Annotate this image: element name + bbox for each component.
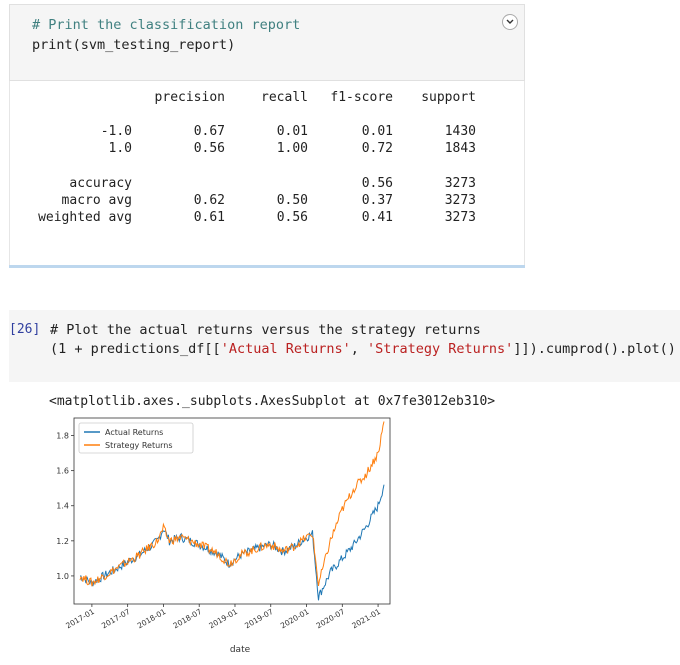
report-cell-support: 3273	[444, 176, 476, 191]
report-cell-support: 3273	[444, 210, 476, 225]
report-header-recall: recall	[261, 90, 308, 105]
report-cell-f1: 0.72	[361, 141, 393, 156]
report-cell-recall: 0.01	[276, 124, 308, 139]
x-tick-label: 2019-01	[207, 607, 239, 631]
report-row-label: 1.0	[108, 141, 132, 156]
x-tick-label: 2019-07	[243, 607, 275, 631]
x-tick-label: 2018-07	[172, 607, 204, 631]
report-cell-precision: 0.67	[193, 124, 225, 139]
report-row-label: accuracy	[69, 176, 132, 191]
y-tick-label: 1.2	[56, 537, 69, 546]
output-repr: <matplotlib.axes._subplots.AxesSubplot a…	[49, 394, 496, 409]
x-tick-label: 2018-01	[136, 607, 168, 631]
chevron-down-icon	[506, 19, 514, 24]
cell-selection-bar	[9, 265, 525, 268]
report-cell-precision: 0.56	[193, 141, 225, 156]
report-cell-f1: 0.01	[361, 124, 393, 139]
report-header-precision: precision	[154, 90, 225, 105]
report-cell-support: 1843	[444, 141, 476, 156]
execution-count: [26]	[9, 322, 41, 337]
report-header-support: support	[421, 90, 476, 105]
code-statement: print(svm_testing_report)	[32, 37, 236, 53]
x-tick-label: 2020-07	[315, 607, 347, 631]
report-cell-recall: 1.00	[276, 141, 308, 156]
x-tick-label: 2020-01	[279, 607, 311, 631]
report-cell-support: 1430	[444, 124, 476, 139]
code-cell-print-report[interactable]: # Print the classification report print(…	[9, 4, 525, 81]
x-axis-label: date	[230, 645, 251, 655]
x-tick-label: 2017-07	[100, 607, 132, 631]
x-tick-label: 2017-01	[64, 607, 96, 631]
report-cell-f1: 0.56	[361, 176, 393, 191]
report-row-label: weighted avg	[38, 210, 132, 225]
y-tick-label: 1.4	[56, 502, 69, 511]
returns-line-chart: 1.01.21.41.61.8 2017-01 2017-07 2018-01 201…	[56, 417, 391, 655]
report-cell-precision: 0.62	[193, 193, 225, 208]
report-cell-f1: 0.37	[361, 193, 393, 208]
report-cell-support: 3273	[444, 193, 476, 208]
y-tick-label: 1.8	[56, 432, 69, 441]
report-cell-recall: 0.56	[276, 210, 308, 225]
code-comment: # Print the classification report	[32, 17, 301, 33]
series-line-strategy-returns	[79, 421, 385, 587]
report-cell-precision: 0.61	[193, 210, 225, 225]
collapse-toggle-button[interactable]	[502, 14, 518, 30]
report-row-label: macro avg	[61, 193, 132, 208]
y-tick-label: 1.0	[56, 572, 69, 581]
code-cell-plot-returns[interactable]: [26] # Plot the actual returns versus th…	[9, 310, 680, 382]
legend-label: Actual Returns	[105, 428, 163, 437]
report-row-label: -1.0	[100, 124, 132, 139]
report-cell-recall: 0.50	[276, 193, 308, 208]
legend-box	[78, 422, 194, 454]
report-header-f1: f1-score	[330, 90, 393, 105]
legend-label: Strategy Returns	[105, 441, 173, 450]
x-tick-label: 2021-01	[350, 607, 382, 631]
report-output: precision recall f1-score support -1.0 0…	[9, 81, 525, 266]
report-cell-f1: 0.41	[361, 210, 393, 225]
y-tick-label: 1.6	[56, 467, 69, 476]
code-statement: (1 + predictions_df[['Actual Returns', '…	[50, 341, 676, 357]
code-comment: # Plot the actual returns versus the str…	[50, 322, 481, 338]
